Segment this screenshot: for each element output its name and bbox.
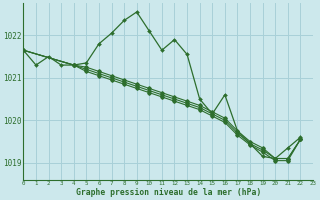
X-axis label: Graphe pression niveau de la mer (hPa): Graphe pression niveau de la mer (hPa) [76, 188, 261, 197]
